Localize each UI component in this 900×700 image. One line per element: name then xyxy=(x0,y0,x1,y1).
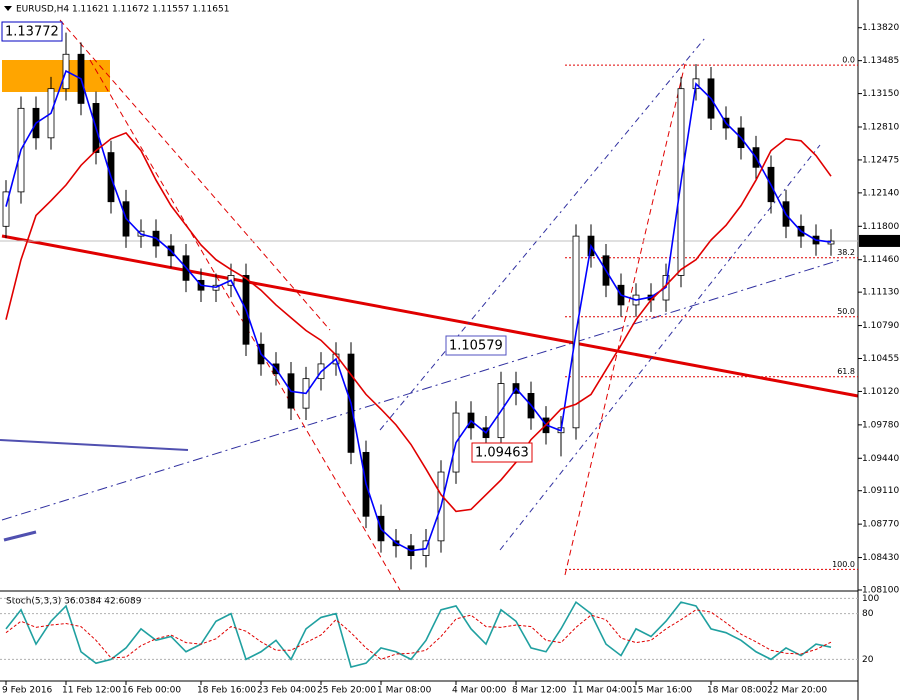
moving-average xyxy=(5,69,832,552)
fib-label: 61.8 xyxy=(837,367,855,376)
line-segment xyxy=(0,439,189,451)
menu-icon[interactable] xyxy=(4,6,12,11)
line-segment xyxy=(3,530,37,542)
y-tick-label: 1.09110 xyxy=(862,486,899,496)
x-tick-label: 16 Feb 00:00 xyxy=(122,686,181,696)
x-tick-label: 9 Feb 2016 xyxy=(2,686,53,696)
y-tick-label: 1.09440 xyxy=(862,454,899,464)
fib-label: 50.0 xyxy=(837,307,855,316)
x-tick-label: 11 Feb 12:00 xyxy=(62,686,121,696)
x-tick-label: 18 Feb 16:00 xyxy=(197,686,256,696)
x-tick-label: 8 Mar 12:00 xyxy=(512,686,567,696)
x-tick-label: 11 Mar 04:00 xyxy=(572,686,632,696)
stoch-main xyxy=(5,600,832,668)
x-tick-label: 15 Mar 16:00 xyxy=(632,686,692,696)
moving-average xyxy=(5,131,832,513)
channel-line xyxy=(379,37,706,431)
current-price-box xyxy=(859,234,900,247)
x-tick-label: 1 Mar 08:00 xyxy=(377,686,432,696)
price-tag: 1.10579 xyxy=(449,339,503,354)
current-price-label: 1.11651 xyxy=(861,236,898,246)
fib-label: 38.2 xyxy=(837,248,855,257)
fib-line xyxy=(564,63,686,576)
channel-line xyxy=(59,19,331,331)
y-tick-label: 1.11460 xyxy=(862,255,899,265)
highlight-zone xyxy=(2,60,110,92)
y-tick-label: 100 xyxy=(862,594,879,604)
fib-label: 100.0 xyxy=(832,560,855,569)
y-tick-label: 1.10120 xyxy=(862,387,899,397)
x-tick-label: 25 Feb 20:00 xyxy=(317,686,376,696)
y-tick-label: 1.13485 xyxy=(862,56,899,66)
y-tick-label: 1.09780 xyxy=(862,420,899,430)
price-tag: 1.13772 xyxy=(5,25,59,40)
y-tick-label: 1.13820 xyxy=(862,23,899,33)
candle-body xyxy=(2,191,10,227)
candle-body xyxy=(827,240,835,245)
price-tag: 1.09463 xyxy=(475,446,529,461)
trend-line xyxy=(1,234,859,398)
fib-label: 0.0 xyxy=(842,56,855,65)
x-tick-label: 22 Mar 20:00 xyxy=(767,686,827,696)
y-tick-label: 1.08100 xyxy=(862,586,899,596)
x-tick-label: 4 Mar 00:00 xyxy=(452,686,507,696)
indicator-title: Stoch(5,3,3) 36.0384 42.6089 xyxy=(6,597,142,607)
price-tag-box xyxy=(445,335,507,356)
y-tick-label: 1.11130 xyxy=(862,288,899,298)
y-tick-label: 1.10455 xyxy=(862,354,899,364)
y-tick-label: 20 xyxy=(862,655,874,665)
y-tick-label: 1.08430 xyxy=(862,553,899,563)
x-tick-label: 18 Mar 08:00 xyxy=(707,686,767,696)
y-tick-label: 1.12475 xyxy=(862,155,899,165)
chart-title: EURUSD,H4 1.11621 1.11672 1.11557 1.1165… xyxy=(16,5,229,15)
channel-line xyxy=(89,59,401,591)
y-tick-label: 1.08770 xyxy=(862,520,899,530)
price-tag-box xyxy=(471,442,533,463)
price-tag-box xyxy=(1,21,63,42)
y-tick-label: 1.12810 xyxy=(862,123,899,133)
channel-line xyxy=(499,144,821,551)
y-tick-label: 1.13150 xyxy=(862,89,899,99)
y-tick-label: 80 xyxy=(862,609,874,619)
x-tick-label: 23 Feb 04:00 xyxy=(257,686,316,696)
y-tick-label: 1.11800 xyxy=(862,222,899,232)
y-tick-label: 1.12140 xyxy=(862,188,899,198)
stoch-signal xyxy=(5,609,832,660)
channel-line xyxy=(1,259,841,521)
y-tick-label: 1.10790 xyxy=(862,321,899,331)
